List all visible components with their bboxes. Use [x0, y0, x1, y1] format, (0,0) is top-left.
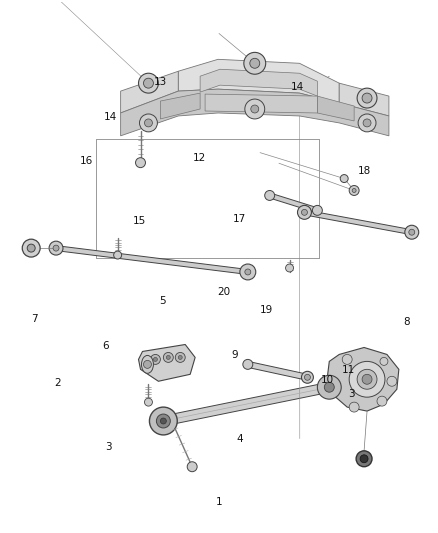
Text: 14: 14 — [291, 83, 304, 93]
Circle shape — [145, 119, 152, 127]
Polygon shape — [318, 96, 354, 121]
Circle shape — [153, 358, 157, 361]
Polygon shape — [247, 361, 308, 380]
Circle shape — [301, 209, 307, 215]
Polygon shape — [56, 246, 248, 274]
Text: 6: 6 — [102, 341, 109, 351]
Text: 19: 19 — [260, 305, 273, 315]
Text: 8: 8 — [403, 317, 410, 327]
Circle shape — [145, 398, 152, 406]
Circle shape — [318, 375, 341, 399]
Circle shape — [324, 382, 334, 392]
Text: 13: 13 — [154, 77, 167, 87]
Circle shape — [304, 374, 311, 380]
Circle shape — [349, 361, 385, 397]
Circle shape — [187, 462, 197, 472]
Circle shape — [349, 402, 359, 412]
Text: 20: 20 — [217, 287, 230, 297]
Circle shape — [144, 78, 153, 88]
Circle shape — [149, 407, 177, 435]
Text: 17: 17 — [233, 214, 247, 224]
Text: 2: 2 — [55, 378, 61, 388]
Circle shape — [405, 225, 419, 239]
Circle shape — [265, 190, 275, 200]
Circle shape — [245, 269, 251, 275]
Circle shape — [166, 356, 170, 359]
Ellipse shape — [141, 356, 153, 373]
Circle shape — [251, 105, 259, 113]
Polygon shape — [304, 210, 412, 235]
Circle shape — [135, 158, 145, 168]
Polygon shape — [178, 59, 339, 103]
Polygon shape — [269, 193, 318, 213]
Circle shape — [312, 205, 322, 215]
Polygon shape — [339, 83, 389, 116]
Text: 9: 9 — [231, 351, 237, 360]
Circle shape — [245, 99, 265, 119]
Circle shape — [297, 205, 311, 219]
Text: 15: 15 — [133, 216, 146, 227]
Text: 12: 12 — [193, 153, 206, 163]
Circle shape — [387, 376, 397, 386]
Circle shape — [380, 358, 388, 365]
Circle shape — [160, 418, 166, 424]
Circle shape — [250, 58, 260, 68]
Circle shape — [150, 354, 160, 365]
Circle shape — [352, 189, 356, 192]
Text: 3: 3 — [105, 441, 111, 451]
Text: 16: 16 — [80, 156, 93, 166]
Circle shape — [362, 374, 372, 384]
Polygon shape — [138, 344, 195, 381]
Text: 11: 11 — [342, 365, 355, 375]
Circle shape — [286, 264, 293, 272]
Circle shape — [163, 352, 173, 362]
Circle shape — [144, 360, 152, 368]
Text: 18: 18 — [358, 166, 371, 176]
Circle shape — [49, 241, 63, 255]
Circle shape — [377, 396, 387, 406]
Circle shape — [356, 451, 372, 467]
Circle shape — [175, 352, 185, 362]
Circle shape — [349, 185, 359, 196]
Circle shape — [301, 372, 314, 383]
Polygon shape — [327, 348, 399, 411]
Circle shape — [362, 93, 372, 103]
Circle shape — [53, 245, 59, 251]
Circle shape — [244, 52, 266, 74]
Text: 3: 3 — [349, 389, 355, 399]
Circle shape — [358, 114, 376, 132]
Circle shape — [178, 356, 182, 359]
Polygon shape — [120, 71, 178, 113]
Circle shape — [140, 114, 157, 132]
Circle shape — [357, 369, 377, 389]
Circle shape — [27, 244, 35, 252]
Polygon shape — [205, 94, 318, 113]
Polygon shape — [162, 382, 330, 426]
Circle shape — [342, 354, 352, 365]
Circle shape — [114, 251, 122, 259]
Text: 4: 4 — [237, 434, 243, 443]
Text: 10: 10 — [320, 375, 333, 385]
Circle shape — [138, 73, 159, 93]
Polygon shape — [160, 93, 200, 119]
Text: 7: 7 — [31, 314, 37, 325]
Circle shape — [156, 414, 170, 428]
Circle shape — [357, 88, 377, 108]
Circle shape — [363, 119, 371, 127]
Polygon shape — [200, 69, 318, 96]
Circle shape — [340, 175, 348, 182]
Circle shape — [22, 239, 40, 257]
Circle shape — [360, 455, 368, 463]
Circle shape — [409, 229, 415, 235]
Text: 1: 1 — [215, 497, 223, 507]
Polygon shape — [120, 89, 389, 136]
Text: 5: 5 — [159, 296, 166, 306]
Circle shape — [240, 264, 256, 280]
Text: 14: 14 — [103, 112, 117, 122]
Circle shape — [243, 359, 253, 369]
